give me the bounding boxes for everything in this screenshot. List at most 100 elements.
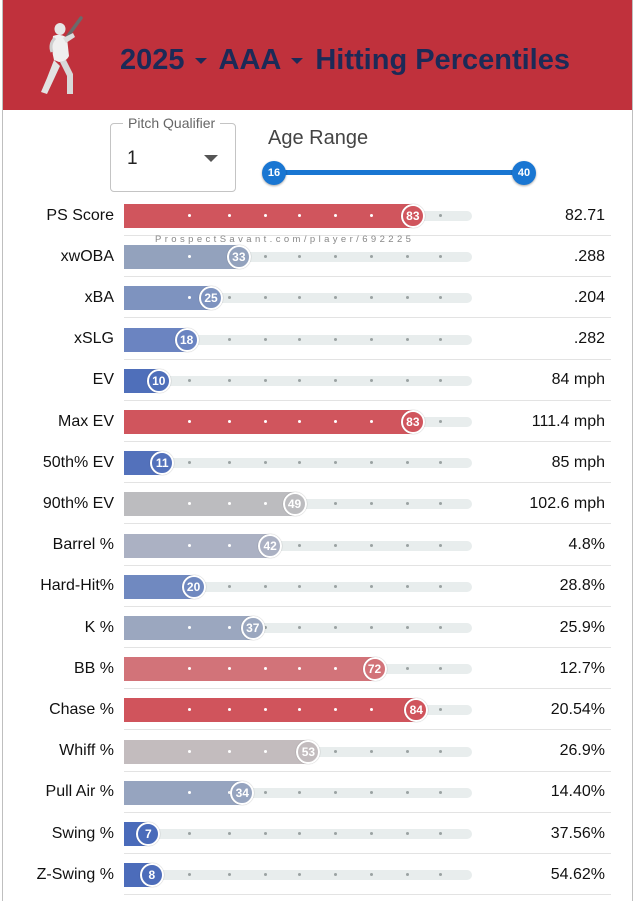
- level-dropdown[interactable]: AAA: [219, 44, 316, 77]
- row-divider: [124, 441, 611, 442]
- percentile-bubble: 8: [139, 863, 164, 888]
- track-dot: [228, 337, 231, 341]
- metric-value: 25.9%: [559, 618, 605, 636]
- year-dropdown[interactable]: 2025: [120, 44, 219, 77]
- metric-label: Whiff %: [59, 742, 114, 760]
- row-divider: [124, 523, 611, 525]
- track-dot: [334, 873, 337, 877]
- track-dot: [439, 873, 442, 877]
- track-dot: [188, 749, 191, 753]
- track-dot: [188, 461, 191, 465]
- percentile-bubble: 33: [226, 245, 251, 270]
- track-dot: [406, 543, 409, 547]
- track-dot: [370, 749, 373, 753]
- track-dot: [334, 420, 337, 423]
- metric-value: .282: [573, 330, 605, 348]
- percentile-bubble: 20: [181, 574, 206, 599]
- row-divider: [124, 235, 611, 236]
- track-dot: [406, 790, 409, 794]
- age-range-min-thumb[interactable]: 16: [262, 161, 286, 185]
- track-dot: [334, 749, 337, 753]
- track-dot: [264, 337, 267, 341]
- track-dot: [188, 626, 191, 629]
- track-dot: [439, 790, 442, 794]
- page-title: Hitting Percentiles: [315, 43, 570, 76]
- track-dot: [264, 626, 267, 629]
- metric-row: Swing % 7 37.56%: [3, 813, 632, 854]
- metric-label: 50th% EV: [42, 453, 114, 471]
- percentile-bar: [124, 492, 295, 517]
- level-label: AAA: [218, 43, 282, 76]
- track-dot: [228, 708, 231, 712]
- track-dot: [406, 378, 409, 382]
- track-dot: [228, 873, 231, 877]
- track-dot: [406, 667, 409, 671]
- row-divider: [124, 276, 611, 278]
- metric-label: BB %: [73, 659, 114, 677]
- percentile-bar: [124, 657, 375, 682]
- percentile-bar: [124, 245, 239, 270]
- track-dot: [370, 378, 373, 382]
- percentile-bubble: 34: [230, 780, 255, 805]
- track-dot: [228, 296, 231, 300]
- metric-row: 90th% EV 49 102.6 mph: [3, 483, 632, 525]
- metric-value: 37.56%: [550, 824, 605, 842]
- age-range-max-thumb[interactable]: 40: [512, 161, 536, 185]
- age-range-slider-track[interactable]: [274, 170, 524, 175]
- track-dot: [298, 667, 301, 671]
- track-dot: [406, 832, 409, 835]
- track-dot: [188, 790, 191, 794]
- track-dot: [370, 873, 373, 877]
- track-dot: [264, 461, 267, 465]
- row-divider: [124, 729, 611, 731]
- metric-value: 26.9%: [559, 742, 605, 760]
- percentile-bar: [124, 204, 413, 228]
- metric-row: EV 10 84 mph: [3, 360, 632, 401]
- metric-value: 111.4 mph: [531, 412, 605, 430]
- pitch-qualifier-select[interactable]: Pitch Qualifier 1: [110, 115, 236, 192]
- pitch-qualifier-label: Pitch Qualifier: [123, 115, 221, 131]
- metric-row: Whiff % 53 26.9%: [3, 731, 632, 772]
- metric-row: 50th% EV 11 85 mph: [3, 442, 632, 484]
- track-dot: [264, 667, 267, 671]
- track-dot: [188, 420, 191, 423]
- track-dot: [370, 337, 373, 341]
- track-dot: [406, 461, 409, 465]
- metric-value: 82.71: [564, 206, 605, 224]
- track-dot: [298, 584, 301, 588]
- year-label: 2025: [120, 43, 185, 76]
- metric-label: Hard-Hit%: [40, 577, 114, 595]
- track-dot: [334, 296, 337, 300]
- track-dot: [370, 790, 373, 794]
- track-dot: [264, 832, 267, 835]
- track-dot: [406, 337, 409, 341]
- track-dot: [228, 832, 231, 835]
- percentile-bubble: 83: [400, 204, 425, 228]
- track-dot: [228, 584, 231, 588]
- percentile-bar: [124, 739, 309, 764]
- track-dot: [439, 584, 442, 588]
- track-dot: [188, 255, 191, 259]
- track-dot: [228, 420, 231, 423]
- header-bar: 2025 AAA Hitting Percentiles: [3, 0, 632, 110]
- metric-label: Barrel %: [52, 536, 114, 554]
- percentile-bubble: 49: [282, 492, 307, 517]
- row-divider: [124, 482, 611, 484]
- percentile-bubble: 42: [258, 533, 283, 558]
- metric-label: Chase %: [49, 700, 114, 718]
- row-divider: [124, 605, 611, 607]
- track-dot: [334, 790, 337, 794]
- percentile-bar: [124, 698, 417, 723]
- track-dot: [406, 502, 409, 506]
- track-dot: [370, 584, 373, 588]
- track-dot: [298, 214, 301, 217]
- track-dot: [439, 749, 442, 753]
- metric-value: 84 mph: [551, 371, 605, 389]
- metric-value: .204: [573, 288, 605, 306]
- track-dot: [228, 502, 231, 506]
- track-dot: [264, 502, 267, 506]
- track-dot: [334, 667, 337, 671]
- track-dot: [370, 543, 373, 547]
- track-dot: [406, 584, 409, 588]
- track-dot: [228, 214, 231, 217]
